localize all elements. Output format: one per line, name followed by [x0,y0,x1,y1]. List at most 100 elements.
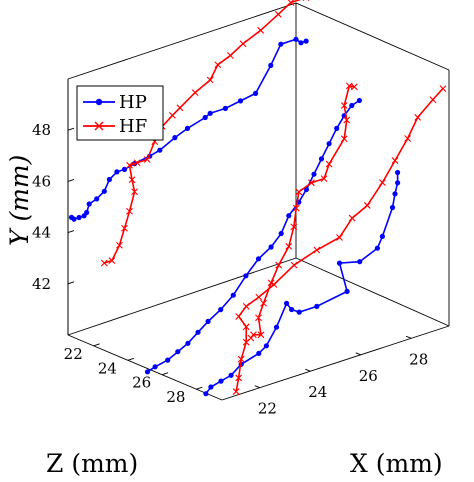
series-HF-point [320,175,328,182]
x-tick-24 [305,368,311,372]
legend-marker-HP [95,98,103,106]
series-HF-point [290,223,298,231]
series-HF-point [116,241,123,249]
series-HP-point [218,378,224,384]
series-HP-point [284,300,290,306]
series-HP-point [379,233,385,239]
series-HP-point [293,36,299,42]
series-HF-point [308,179,315,187]
series-HP-point [76,214,82,221]
series-HP-point [296,309,302,315]
series-HP-point [395,169,401,176]
series-HP-point [318,156,325,162]
z-tick-28 [196,386,203,390]
back-frame-floor-left [67,257,297,336]
series-HP-point [389,204,396,211]
series-HP-point [243,273,249,279]
legend-label-HP: HP [119,92,147,113]
z-tick-label-26: 26 [132,374,151,392]
series-HP-point [392,191,398,197]
series-HP-point [202,114,208,121]
series-HP-point [278,230,284,237]
series-HF-point [176,104,184,112]
series-HP-point [114,169,120,175]
series-HF-point [429,96,437,103]
series-HF-point [260,299,267,307]
y-tick-label-46: 46 [32,172,51,190]
y-tick-label-42: 42 [32,275,51,293]
series-HP-point [157,147,163,153]
series-HP-point [278,41,284,47]
series-HP-point [106,176,112,183]
series-HP-point [273,324,280,330]
series-HP-point [86,201,92,207]
series-HF-point [414,113,422,121]
series-HF-point [295,188,303,196]
x-tick-label-26: 26 [359,367,378,385]
legend-entry-HF: HF [83,116,147,137]
series-HP-point [152,364,158,370]
series-HP-point [207,110,213,116]
series-HF-point [250,331,257,339]
series-HF-point [100,259,108,267]
x-tick-label-24: 24 [308,383,327,401]
series-HP-point [357,259,363,265]
series-HP-point [237,98,244,104]
series-HP-point [144,369,151,375]
legend-marker-HF [94,121,104,131]
series-HF-point [242,302,250,310]
series-HF-point [126,161,133,169]
series-HF-point [128,176,136,184]
series-HP-point [374,245,380,251]
series-HP-point [121,166,128,172]
series-HF-point [285,243,293,250]
series-HP-point [395,180,401,186]
series-layer [68,0,447,397]
series-HF-point [404,135,412,142]
series-HF-point [439,85,447,93]
z-tick-label-28: 28 [166,388,185,406]
legend-label-HF: HF [119,116,147,137]
series-HP-point [255,256,262,262]
x-tick-22 [254,385,261,389]
series-HP-point [228,372,234,378]
series-HP-point [263,343,269,349]
series-HP-point [222,105,228,111]
series-HP-point [311,171,317,177]
series-HF-point [292,204,300,212]
axis-ticks [67,127,412,390]
series-HP-strand-3 [147,99,360,373]
series-HF-strand-2 [235,88,444,392]
series-HF-point [274,10,282,18]
series-HP-point [230,292,236,298]
series-HF-point [257,26,265,34]
series-HP-point [356,97,362,104]
axes-box [67,2,450,401]
series-HP-point [205,318,211,324]
legend: HP HF [76,85,164,141]
y-tick-44 [67,230,75,234]
series-HP-point [326,141,332,147]
y-axis-label: Y (mm) [5,155,34,246]
series-HP-point [203,391,209,397]
series-HP-point [175,349,181,355]
back-frame-floor-right [295,257,450,327]
series-HP-point [286,213,292,219]
y-tick-48 [67,127,75,131]
series-HF-point [391,157,399,164]
series-HP [68,36,401,397]
series-HF-point [247,334,255,342]
y-tick-label-48: 48 [32,121,51,139]
series-HP-point [349,102,355,109]
series-HP-strand-2 [205,172,399,395]
legend-box [76,85,164,141]
series-HP-point [256,350,262,356]
series-HF-point [302,0,310,1]
series-HP-point [303,38,309,44]
series-HF-point [267,279,275,287]
series-HP-point [71,216,77,222]
series-HF-point [237,355,245,363]
series-HF-point [343,116,351,124]
series-HF-point [235,313,243,320]
